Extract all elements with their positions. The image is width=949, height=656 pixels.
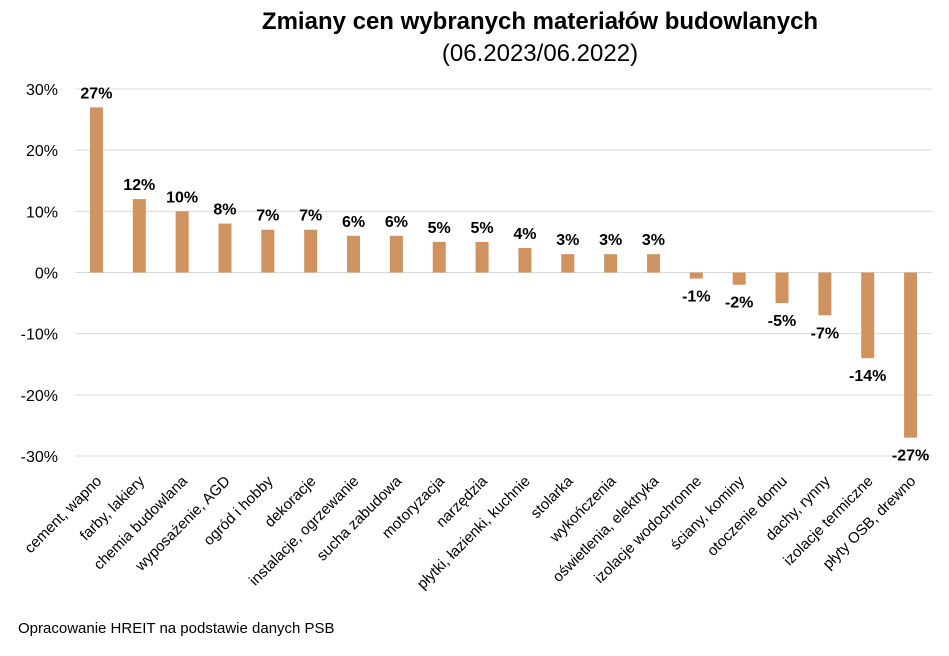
data-label: 8% xyxy=(213,202,236,219)
bars xyxy=(89,107,918,438)
data-label: 7% xyxy=(256,208,279,225)
data-labels: 27% 12% 10% 8% 7% 7% 6% 6% 5% 5% 4% 3% 3% 3% -1% -2% -5%… xyxy=(80,85,929,464)
bar xyxy=(561,254,575,273)
y-tick-label: -30% xyxy=(21,449,58,466)
source-note: Opracowanie HREIT na podstawie danych PS… xyxy=(18,620,335,637)
bar xyxy=(389,235,403,273)
data-label: -1% xyxy=(682,289,710,306)
bar xyxy=(732,272,746,285)
y-tick-label: -10% xyxy=(21,327,58,344)
x-tick-label: cement, wapno xyxy=(21,473,105,557)
data-label: 5% xyxy=(471,220,494,237)
bar xyxy=(904,272,918,438)
bar xyxy=(261,229,275,273)
data-label: 12% xyxy=(123,177,155,194)
chart-title: Zmiany cen wybranych materiałów budowlan… xyxy=(261,8,819,35)
data-label: 3% xyxy=(556,232,579,249)
bar xyxy=(132,199,146,273)
data-label: 3% xyxy=(642,232,665,249)
bar xyxy=(347,235,361,273)
bar xyxy=(818,272,832,316)
bar xyxy=(775,272,789,304)
y-tick-label: 0% xyxy=(35,266,58,283)
data-label: 4% xyxy=(513,226,536,243)
bar xyxy=(475,241,489,273)
bar xyxy=(89,107,103,273)
data-label: 27% xyxy=(80,85,112,102)
bar xyxy=(175,211,189,273)
data-label: -27% xyxy=(892,448,929,465)
bar xyxy=(646,254,660,273)
data-label: 6% xyxy=(385,214,408,231)
bar xyxy=(218,223,232,273)
y-tick-label: -20% xyxy=(21,388,58,405)
data-label: 6% xyxy=(342,214,365,231)
bar xyxy=(604,254,618,273)
data-label: -7% xyxy=(811,325,839,342)
chart-subtitle: (06.2023/06.2022) xyxy=(441,40,639,67)
gridlines xyxy=(75,88,932,457)
data-label: 3% xyxy=(599,232,622,249)
x-tick-label: ściany, kominy xyxy=(667,472,748,553)
bar xyxy=(689,272,703,279)
y-tick-label: 30% xyxy=(26,82,58,99)
data-label: 7% xyxy=(299,208,322,225)
y-tick-label: 10% xyxy=(26,204,58,221)
bar xyxy=(861,272,875,359)
data-label: -2% xyxy=(725,295,753,312)
y-tick-label: 20% xyxy=(26,143,58,160)
bar xyxy=(518,248,532,273)
y-axis-tick-labels: 30% 20% 10% 0% -10% -20% -30% xyxy=(21,82,58,466)
data-label: -14% xyxy=(849,368,886,385)
bar xyxy=(432,241,446,273)
data-label: 10% xyxy=(166,189,198,206)
data-label: -5% xyxy=(768,313,796,330)
data-label: 5% xyxy=(428,220,451,237)
bar xyxy=(304,229,318,273)
